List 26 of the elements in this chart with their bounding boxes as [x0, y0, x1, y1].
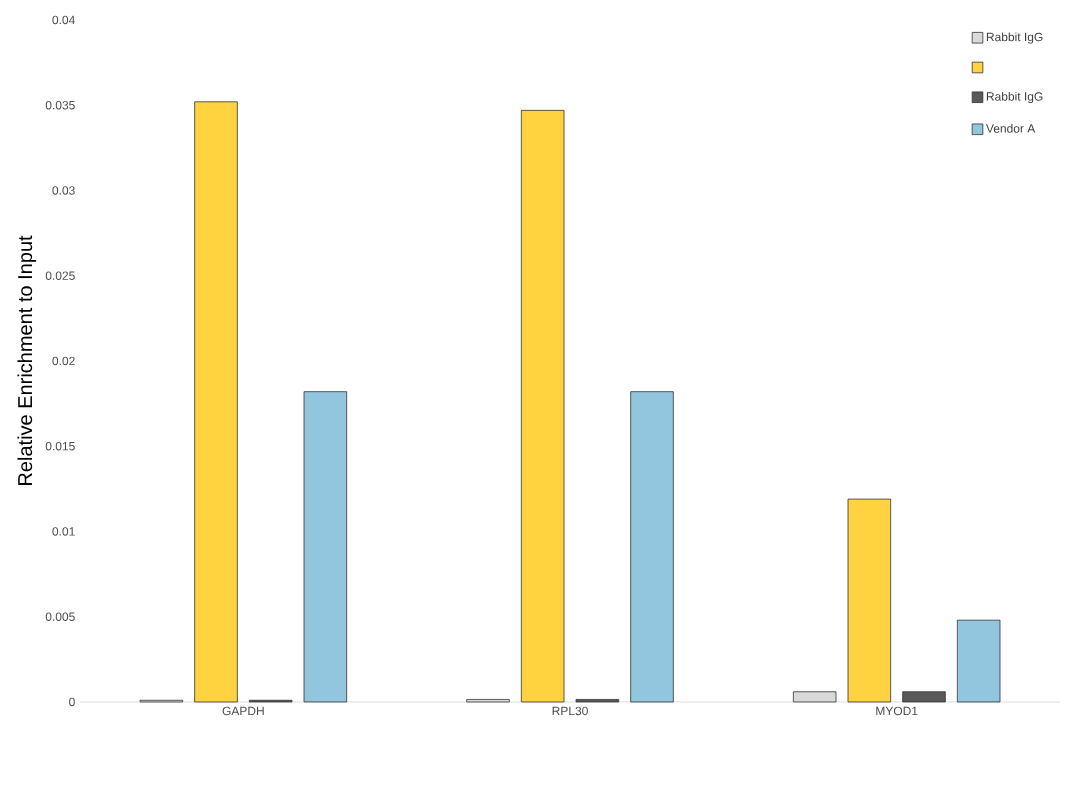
y-tick-label: 0.035	[45, 100, 75, 110]
y-tick-label: 0.025	[45, 271, 75, 280]
y-tick-label: 0.02	[52, 356, 75, 366]
y-tick-label: 0	[69, 697, 75, 707]
bar	[575, 699, 620, 703]
y-tick-label: 0.03	[52, 186, 75, 195]
bar	[466, 699, 510, 703]
legend-label: Rabbit IgG	[986, 91, 1043, 104]
y-tick-label: 0.015	[45, 441, 75, 451]
bar	[520, 109, 565, 703]
bar	[956, 619, 1001, 703]
legend-label: Rabbit IgG	[986, 32, 1043, 44]
bar	[902, 691, 946, 703]
bar	[847, 498, 892, 703]
y-tick-label: 0.005	[45, 612, 75, 621]
y-tick-label: 0.04	[52, 15, 75, 25]
y-axis-title: Relative Enrichment to Input	[17, 235, 37, 485]
legend-label: Vendor A	[985, 123, 1036, 133]
x-tick-label: MYOD1	[876, 706, 918, 716]
bar	[194, 101, 238, 703]
bar	[792, 691, 837, 703]
x-tick-label: GAPDH	[222, 706, 264, 716]
x-tick-label: RPL30	[552, 706, 588, 716]
y-tick-label: 0.01	[52, 527, 75, 536]
bar	[630, 391, 674, 703]
bar	[303, 391, 348, 703]
